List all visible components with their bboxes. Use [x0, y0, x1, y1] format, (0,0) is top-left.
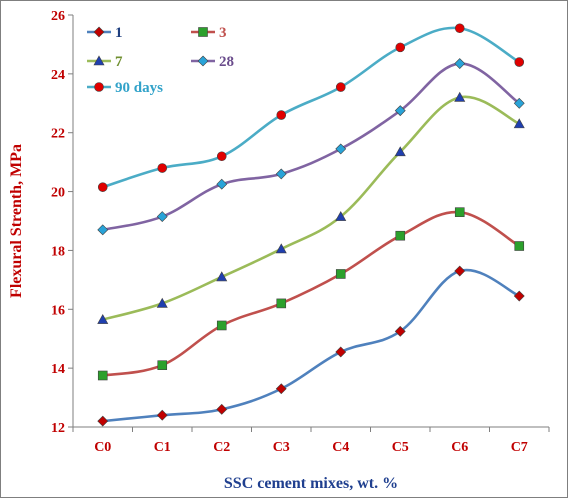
data-point-1-C0 — [97, 415, 109, 427]
data-point-3-C7 — [514, 241, 525, 251]
x-tick-label: C0 — [94, 440, 111, 455]
legend-key-7: 7 — [87, 54, 123, 70]
series-markers — [97, 23, 525, 427]
data-point-28-C4 — [335, 143, 347, 155]
data-point-90-days-C1 — [157, 163, 168, 173]
x-tick-label: C1 — [154, 440, 171, 455]
y-tick-label: 12 — [51, 421, 65, 436]
data-point-7-C1 — [156, 297, 168, 308]
data-point-1-C3 — [275, 383, 287, 395]
data-point-90-days-C6 — [454, 23, 465, 34]
data-point-7-C6 — [454, 91, 466, 102]
data-point-28-C6 — [454, 58, 466, 69]
x-tick-label: C2 — [213, 440, 230, 455]
data-point-28-C7 — [513, 97, 525, 109]
data-point-28-C0 — [97, 224, 109, 236]
data-point-7-C4 — [335, 210, 347, 221]
data-point-7-C0 — [97, 313, 109, 324]
y-axis-title: Flexural Strenth, MPa — [8, 144, 25, 298]
data-point-3-C1 — [157, 360, 168, 371]
x-tick-label: C7 — [511, 440, 528, 455]
legend-label: 90 days — [115, 80, 163, 96]
series-line-7 — [101, 95, 521, 321]
data-point-1-C2 — [216, 403, 228, 415]
y-tick-label: 24 — [51, 68, 65, 83]
y-tick-label: 14 — [51, 362, 65, 377]
y-tick-label: 22 — [51, 127, 65, 142]
data-point-7-C3 — [275, 243, 287, 254]
data-point-3-C0 — [97, 370, 108, 381]
y-tick-label: 20 — [51, 186, 65, 201]
data-point-90-days-C7 — [514, 57, 525, 67]
legend-marker — [198, 27, 208, 37]
x-tick-label: C3 — [273, 440, 290, 455]
data-point-90-days-C3 — [276, 110, 287, 120]
legend-key-90-days: 90 days — [87, 80, 163, 96]
y-tick-label: 16 — [51, 303, 65, 318]
legend-key-3: 3 — [191, 25, 227, 41]
data-point-1-C7 — [513, 290, 525, 302]
x-axis-title: SSC cement mixes, wt. % — [224, 475, 398, 492]
x-tick-label: C5 — [392, 440, 409, 455]
y-tick-label: 18 — [51, 244, 65, 259]
legend-key-1: 1 — [87, 25, 123, 41]
legend-marker — [93, 55, 105, 66]
data-point-90-days-C0 — [97, 182, 108, 192]
data-point-28-C5 — [394, 105, 406, 117]
legend: 1 3 7 28 90 days — [87, 25, 234, 96]
legend-label: 3 — [219, 25, 227, 41]
legend-label: 1 — [115, 25, 123, 41]
data-point-7-C5 — [394, 146, 406, 157]
data-point-3-C4 — [335, 269, 346, 279]
series-line-1 — [101, 268, 521, 423]
legend-label: 7 — [115, 54, 123, 70]
data-point-1-C1 — [156, 409, 168, 421]
data-point-28-C1 — [156, 211, 168, 223]
data-point-3-C6 — [454, 207, 465, 217]
data-point-90-days-C2 — [216, 151, 227, 162]
legend-key-28: 28 — [191, 54, 234, 70]
x-tick-label: C4 — [332, 440, 349, 455]
legend-label: 28 — [219, 54, 234, 70]
data-point-28-C2 — [216, 178, 228, 190]
legend-marker — [93, 26, 105, 38]
y-tick-label: 26 — [51, 9, 65, 24]
data-point-3-C3 — [276, 298, 287, 309]
data-point-7-C2 — [216, 271, 228, 282]
data-point-1-C4 — [335, 346, 347, 358]
legend-marker — [197, 55, 209, 67]
legend-marker — [94, 82, 104, 92]
x-tick-label: C6 — [451, 440, 468, 455]
data-point-3-C5 — [395, 230, 406, 241]
axes: 12 14 16 18 20 22 24 26 C0 C1 C2 C3 C4 C5 C6 C7 — [51, 9, 550, 455]
data-point-1-C6 — [454, 265, 466, 277]
data-point-1-C5 — [394, 325, 406, 337]
data-point-3-C2 — [216, 320, 227, 331]
data-point-28-C3 — [275, 168, 287, 180]
data-point-7-C7 — [513, 118, 525, 129]
data-point-90-days-C4 — [335, 82, 346, 92]
data-point-90-days-C5 — [395, 42, 406, 53]
series-line-28 — [101, 62, 521, 232]
